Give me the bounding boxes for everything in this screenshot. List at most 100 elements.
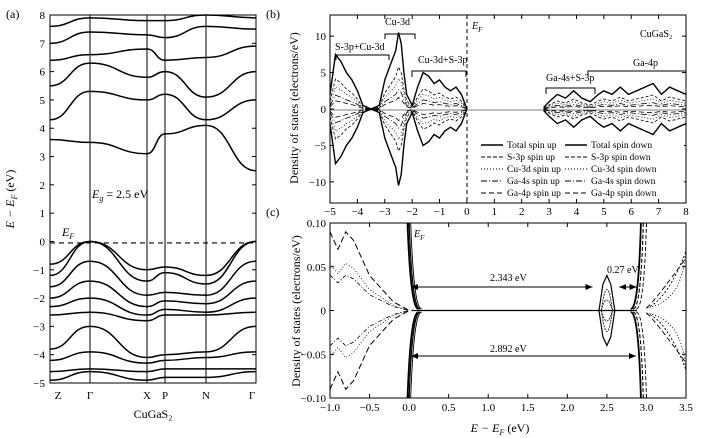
pdos-line xyxy=(543,102,687,109)
dos-line xyxy=(543,110,687,136)
gap-label-027: 0.27 eV xyxy=(607,265,639,276)
x-tick-label: 1 xyxy=(492,206,498,218)
y-tick-label: 0 xyxy=(40,236,46,248)
y-tick-label: −1 xyxy=(33,265,45,277)
y-tick-label: −10 xyxy=(309,177,327,189)
x-tick-label: 0 xyxy=(464,206,470,218)
y-tick-label: −0.05 xyxy=(301,349,327,361)
svg-text:Ga-4s+S-3p: Ga-4s+S-3p xyxy=(546,73,594,84)
pdos-line xyxy=(329,77,468,110)
pdos-line xyxy=(543,109,687,120)
pdos-line xyxy=(329,96,468,110)
y-tick-label: −5 xyxy=(33,378,45,390)
x-tick-label: 1.5 xyxy=(521,402,535,414)
dos-line xyxy=(543,82,687,108)
cb-pdos-line xyxy=(646,257,687,364)
panel-a-frame xyxy=(49,14,257,384)
legend-entry: Ga-4p spin down xyxy=(591,189,657,199)
panel-b-label: (b) xyxy=(266,7,280,21)
band-line xyxy=(49,14,257,28)
x-tick-label: −4 xyxy=(352,206,364,218)
annotation-s3p-cu3d: S-3p+Cu-3d xyxy=(335,42,390,60)
band-line xyxy=(49,370,257,381)
vb-pdos-line xyxy=(329,262,410,311)
y-tick-label: 0 xyxy=(321,306,327,318)
legend-entry: Ga-4s spin down xyxy=(591,177,656,187)
svg-text:Cu-3d: Cu-3d xyxy=(385,17,410,28)
vb-pdos-line xyxy=(329,310,410,347)
y-tick-label: 4 xyxy=(40,123,46,135)
pdos-line xyxy=(543,104,687,110)
band-line xyxy=(49,62,257,98)
conduction-edge xyxy=(636,222,647,399)
x-tick-label: 3 xyxy=(546,206,552,218)
y-tick-label: −2 xyxy=(33,293,45,305)
panel-a-fermi-label: EF xyxy=(61,225,74,241)
dos-curve xyxy=(598,274,616,311)
y-tick-label: 7 xyxy=(40,38,46,50)
x-tick-label: 3.0 xyxy=(640,402,654,414)
x-tick-label: 6 xyxy=(628,206,634,218)
panel-a-bands xyxy=(49,14,257,381)
y-tick-label: 8 xyxy=(40,10,46,22)
vb-pdos-line xyxy=(329,274,410,311)
panel-b-pdos-lines xyxy=(329,65,687,153)
legend-entry: Ga-4s spin up xyxy=(507,177,560,187)
legend-entry: Ga-4p spin up xyxy=(507,189,561,199)
panel-c-gap-arrows xyxy=(411,284,637,359)
y-tick-label: 2 xyxy=(40,180,46,192)
y-tick-label: −5 xyxy=(314,140,326,152)
legend-entry: Cu-3d spin up xyxy=(507,165,561,175)
panel-c-ylabel: Density of states (electrons/eV) xyxy=(289,235,303,387)
panel-a-kpoint-lines xyxy=(89,15,207,383)
y-tick-label: −3 xyxy=(33,321,45,333)
kpoint-label: Z xyxy=(55,390,62,402)
pdos-line xyxy=(329,108,468,153)
panel-a-ylabel: E − EF (eV) xyxy=(3,170,19,230)
band-line xyxy=(49,325,257,359)
x-tick-label: 2.0 xyxy=(560,402,574,414)
pdos-line xyxy=(543,108,687,114)
svg-text:S-3p+Cu-3d: S-3p+Cu-3d xyxy=(335,42,385,53)
dos-curve xyxy=(329,230,410,311)
y-tick-label: 5 xyxy=(321,68,327,80)
kpoint-label: P xyxy=(162,390,168,402)
y-tick-label: −0.10 xyxy=(301,393,327,405)
band-line xyxy=(49,260,257,296)
kpoint-label: X xyxy=(143,390,151,402)
pdos-line xyxy=(543,98,687,109)
legend-entry: S-3p spin up xyxy=(507,153,555,163)
panel-a-material: CuGaS₂ xyxy=(134,407,173,421)
y-tick-label: 6 xyxy=(40,67,46,79)
cb-pdos-line xyxy=(646,240,687,381)
pdos-line xyxy=(543,109,687,116)
pdos-line xyxy=(543,94,687,109)
panel-a-label: (a) xyxy=(6,7,19,21)
gap-label-2343: 2.343 eV xyxy=(490,273,527,284)
band-line xyxy=(49,351,257,364)
impurity-pdos-line xyxy=(600,289,613,332)
x-tick-label: 4 xyxy=(574,206,580,218)
band-line xyxy=(49,368,256,373)
pdos-line xyxy=(329,108,468,122)
band-line xyxy=(49,311,257,322)
cb-pdos-line xyxy=(646,251,687,370)
band-line xyxy=(49,297,257,316)
y-tick-label: −4 xyxy=(33,350,45,362)
x-tick-label: −3 xyxy=(379,206,391,218)
y-tick-label: 3 xyxy=(40,152,46,164)
dos-curve xyxy=(329,310,410,391)
y-tick-label: 10 xyxy=(315,31,327,43)
pdos-line xyxy=(329,65,468,110)
panel-c-axes: −1.0 −0.5 0.0 0.5 1.0 1.5 2.0 2.5 3.0 3.5 −0.10 −0.… xyxy=(301,218,694,414)
panel-c-dos-curves xyxy=(329,222,687,399)
panel-b-fermi-label: EF xyxy=(471,21,483,34)
annotation-ga4s-s3p: Ga-4s+S-3p xyxy=(545,73,596,94)
x-tick-label: 2.5 xyxy=(600,402,614,414)
vb-pdos-line xyxy=(329,310,410,359)
panel-a-gap-label: Eg = 2.5 eV xyxy=(91,187,148,203)
x-tick-label: 1.0 xyxy=(481,402,495,414)
